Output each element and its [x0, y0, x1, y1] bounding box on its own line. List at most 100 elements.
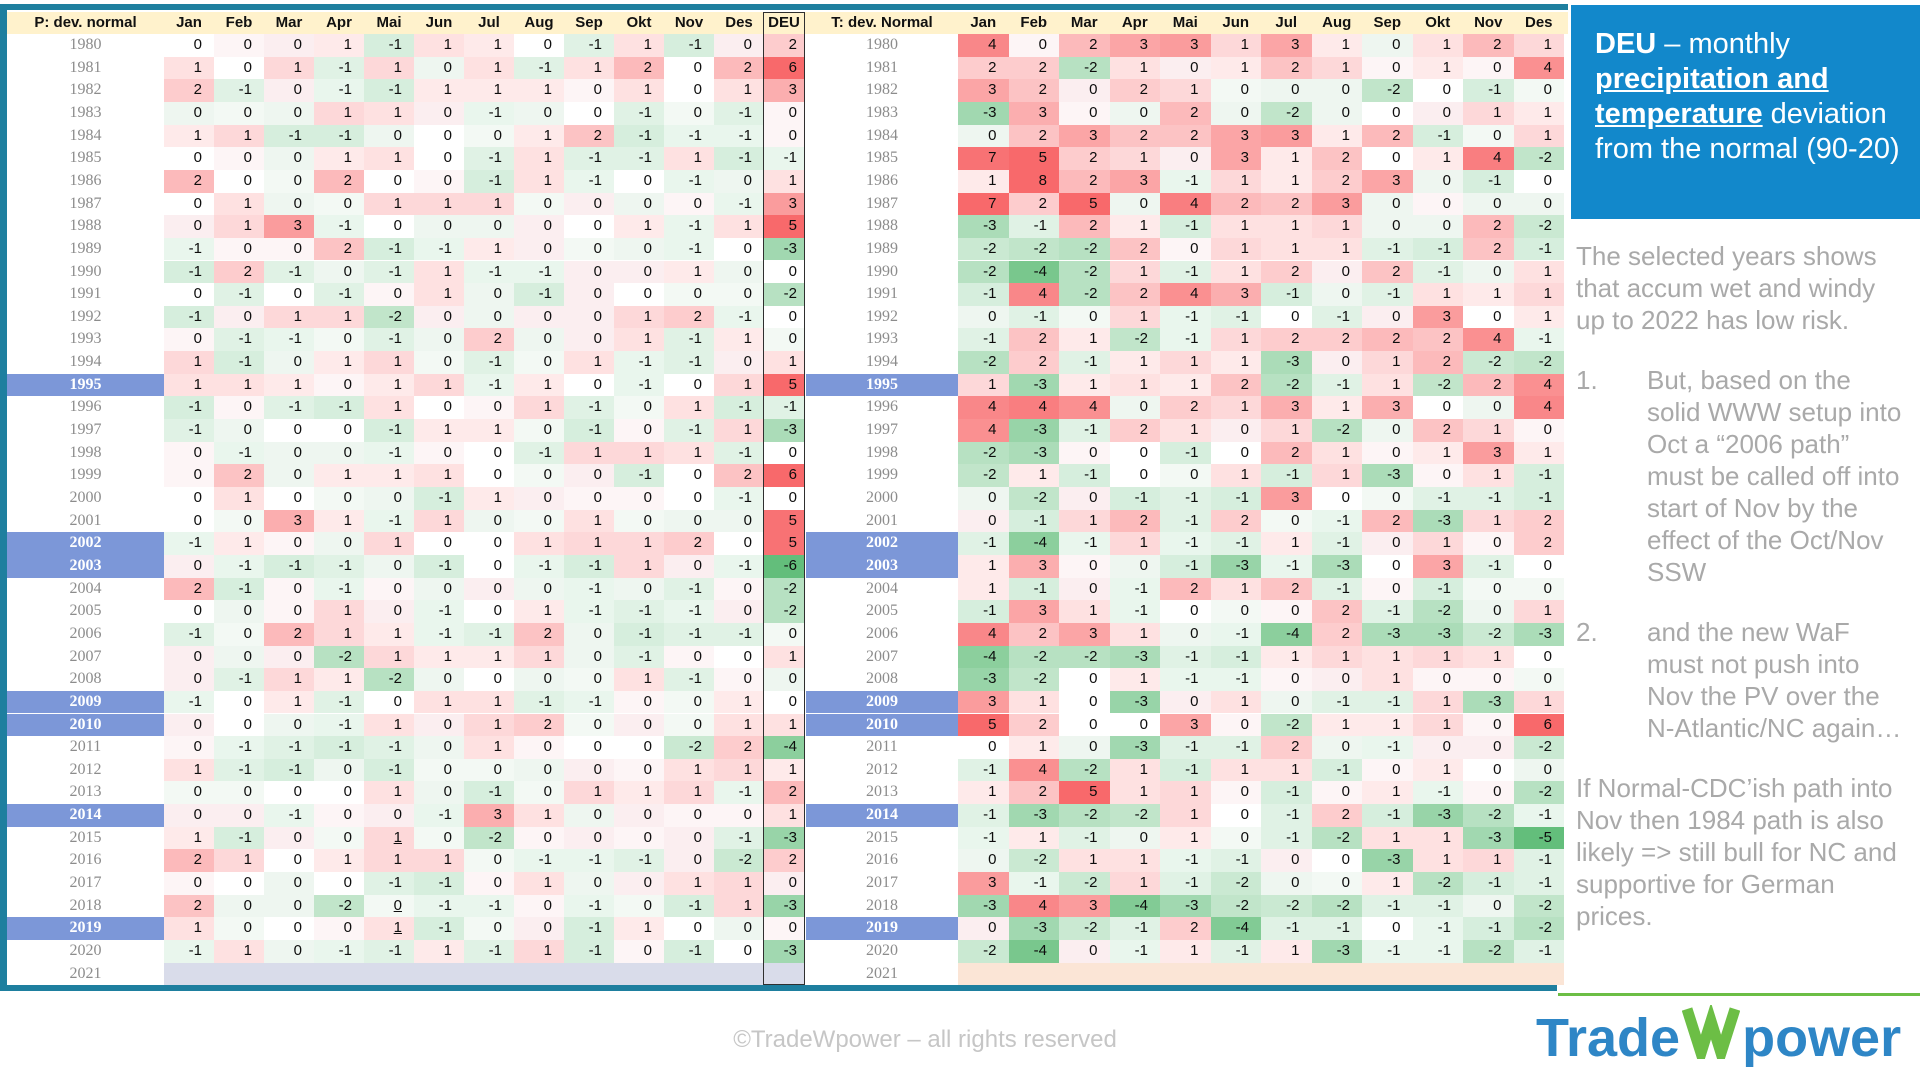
heatmap-cell: 0 — [414, 758, 464, 782]
heatmap-cell: 0 — [1463, 600, 1514, 623]
list-text-1: But, based on the solid WWW setup into O… — [1647, 365, 1902, 587]
heatmap-cell: 1 — [564, 351, 614, 374]
heatmap-cell: 3 — [958, 79, 1009, 102]
year-label: 1984 — [69, 126, 102, 144]
heatmap-cell: 1 — [514, 124, 564, 148]
heatmap-cell: -3 — [958, 668, 1009, 691]
heatmap-cell: 0 — [464, 464, 514, 487]
month-header: Nov — [674, 14, 704, 31]
heatmap-cell: 0 — [564, 215, 614, 238]
year-label: 1985 — [866, 149, 898, 167]
heatmap-cell: 2 — [1160, 124, 1211, 148]
year-label: 2021 — [69, 964, 102, 982]
heatmap-cell: 0 — [1109, 464, 1160, 487]
heatmap-cell: -1 — [414, 237, 464, 261]
deu-total-cell: 0 — [764, 872, 804, 895]
heatmap-cell: 0 — [264, 917, 314, 940]
heatmap-cell: 4 — [1160, 283, 1211, 306]
heatmap-cell: 0 — [314, 373, 364, 397]
heatmap-cell: 0 — [1362, 215, 1413, 238]
heatmap-cell: 1 — [614, 215, 664, 238]
heatmap-cell: 2 — [1362, 509, 1413, 533]
deu-total-cell: 1 — [764, 645, 804, 669]
heatmap-cell: 0 — [1210, 600, 1261, 623]
heatmap-cell: 0 — [1362, 487, 1413, 510]
heatmap-cell: -1 — [414, 487, 464, 510]
year-label: 2009 — [806, 690, 958, 714]
heatmap-cell: 3 — [1261, 487, 1312, 510]
heatmap-cell: -1 — [164, 940, 214, 963]
heatmap-cell: -1 — [1210, 668, 1261, 691]
heatmap-cell: 0 — [164, 804, 214, 827]
heatmap-cell: 2 — [1059, 147, 1110, 170]
heatmap-cell: 2 — [664, 305, 714, 329]
year-label: 2017 — [69, 874, 102, 892]
heatmap-cell: -2 — [1261, 101, 1312, 125]
sidebar-title-box: DEU – monthly precipitation and temperat… — [1571, 5, 1920, 219]
heatmap-cell: 1 — [614, 328, 664, 352]
heatmap-cell: 1 — [1311, 464, 1362, 487]
heatmap-cell: -1 — [1160, 758, 1211, 782]
heatmap-cell: -1 — [264, 804, 314, 827]
heatmap-cell: 0 — [514, 781, 564, 805]
heatmap-cell: 0 — [958, 509, 1009, 533]
heatmap-cell: -1 — [664, 940, 714, 963]
heatmap-cell: 1 — [1311, 124, 1362, 148]
heatmap-cell: 0 — [614, 736, 664, 759]
year-label: 2004 — [866, 579, 898, 597]
heatmap-cell: 1 — [1008, 736, 1059, 759]
heatmap-cell: 0 — [514, 192, 564, 216]
heatmap-cell: 2 — [1008, 124, 1059, 148]
heatmap-cell: 0 — [314, 532, 364, 555]
month-header: Sep — [1373, 14, 1401, 31]
heatmap-cell: 1 — [614, 441, 664, 465]
heatmap-cell: 0 — [714, 804, 764, 827]
year-label: 2019 — [806, 917, 958, 940]
heatmap-cell: 3 — [1210, 124, 1261, 148]
heatmap-cell: 1 — [1160, 781, 1211, 805]
heatmap-cell: 2 — [1008, 79, 1059, 102]
heatmap-cell: -1 — [714, 101, 764, 125]
heatmap-cell: 1 — [1109, 305, 1160, 329]
heatmap-cell: 1 — [314, 622, 364, 646]
heatmap-cell: 0 — [514, 577, 564, 601]
heatmap-cell: 0 — [514, 34, 564, 57]
year-label: 1986 — [69, 171, 102, 189]
heatmap-cell: 1 — [1109, 351, 1160, 374]
heatmap-cell: 0 — [1513, 192, 1564, 216]
year-label: 1995 — [7, 373, 164, 397]
heatmap-cell: 0 — [1311, 736, 1362, 759]
heatmap-cell: 0 — [214, 645, 264, 669]
heatmap-cell: 0 — [1210, 826, 1261, 850]
month-header: Jul — [1275, 14, 1298, 31]
heatmap-cell: 1 — [1210, 464, 1261, 487]
heatmap-cell: 1 — [1210, 34, 1261, 57]
heatmap-cell: 2 — [1210, 192, 1261, 216]
heatmap-cell: -1 — [1362, 690, 1413, 714]
heatmap-cell: 1 — [1210, 758, 1261, 782]
heatmap-cell: -1 — [1261, 554, 1312, 578]
heatmap-cell: 0 — [1109, 192, 1160, 216]
heatmap-cell: 2 — [1513, 532, 1564, 555]
heatmap-cell: 3 — [1160, 34, 1211, 57]
heatmap-cell: -1 — [1109, 487, 1160, 510]
heatmap-cell: -1 — [958, 283, 1009, 306]
heatmap-cell: 0 — [314, 872, 364, 895]
heatmap-cell: -2 — [314, 894, 364, 918]
heatmap-cell: 0 — [1059, 577, 1110, 601]
heatmap-cell: 1 — [1109, 532, 1160, 555]
heatmap-cell: 1 — [1311, 237, 1362, 261]
heatmap-cell: 1 — [614, 781, 664, 805]
heatmap-cell: 2 — [1463, 215, 1514, 238]
deu-column-header: DEU — [768, 14, 800, 31]
deu-total-cell: 0 — [764, 101, 804, 125]
heatmap-cell: 2 — [1463, 34, 1514, 57]
heatmap-cell: 0 — [1362, 577, 1413, 601]
heatmap-cell: -1 — [214, 736, 264, 759]
heatmap-cell: 0 — [1463, 668, 1514, 691]
heatmap-cell: 0 — [1513, 645, 1564, 669]
heatmap-cell: 2 — [1362, 328, 1413, 352]
year-label: 1987 — [69, 194, 102, 212]
heatmap-cell: 1 — [314, 509, 364, 533]
heatmap-cell: 0 — [164, 487, 214, 510]
